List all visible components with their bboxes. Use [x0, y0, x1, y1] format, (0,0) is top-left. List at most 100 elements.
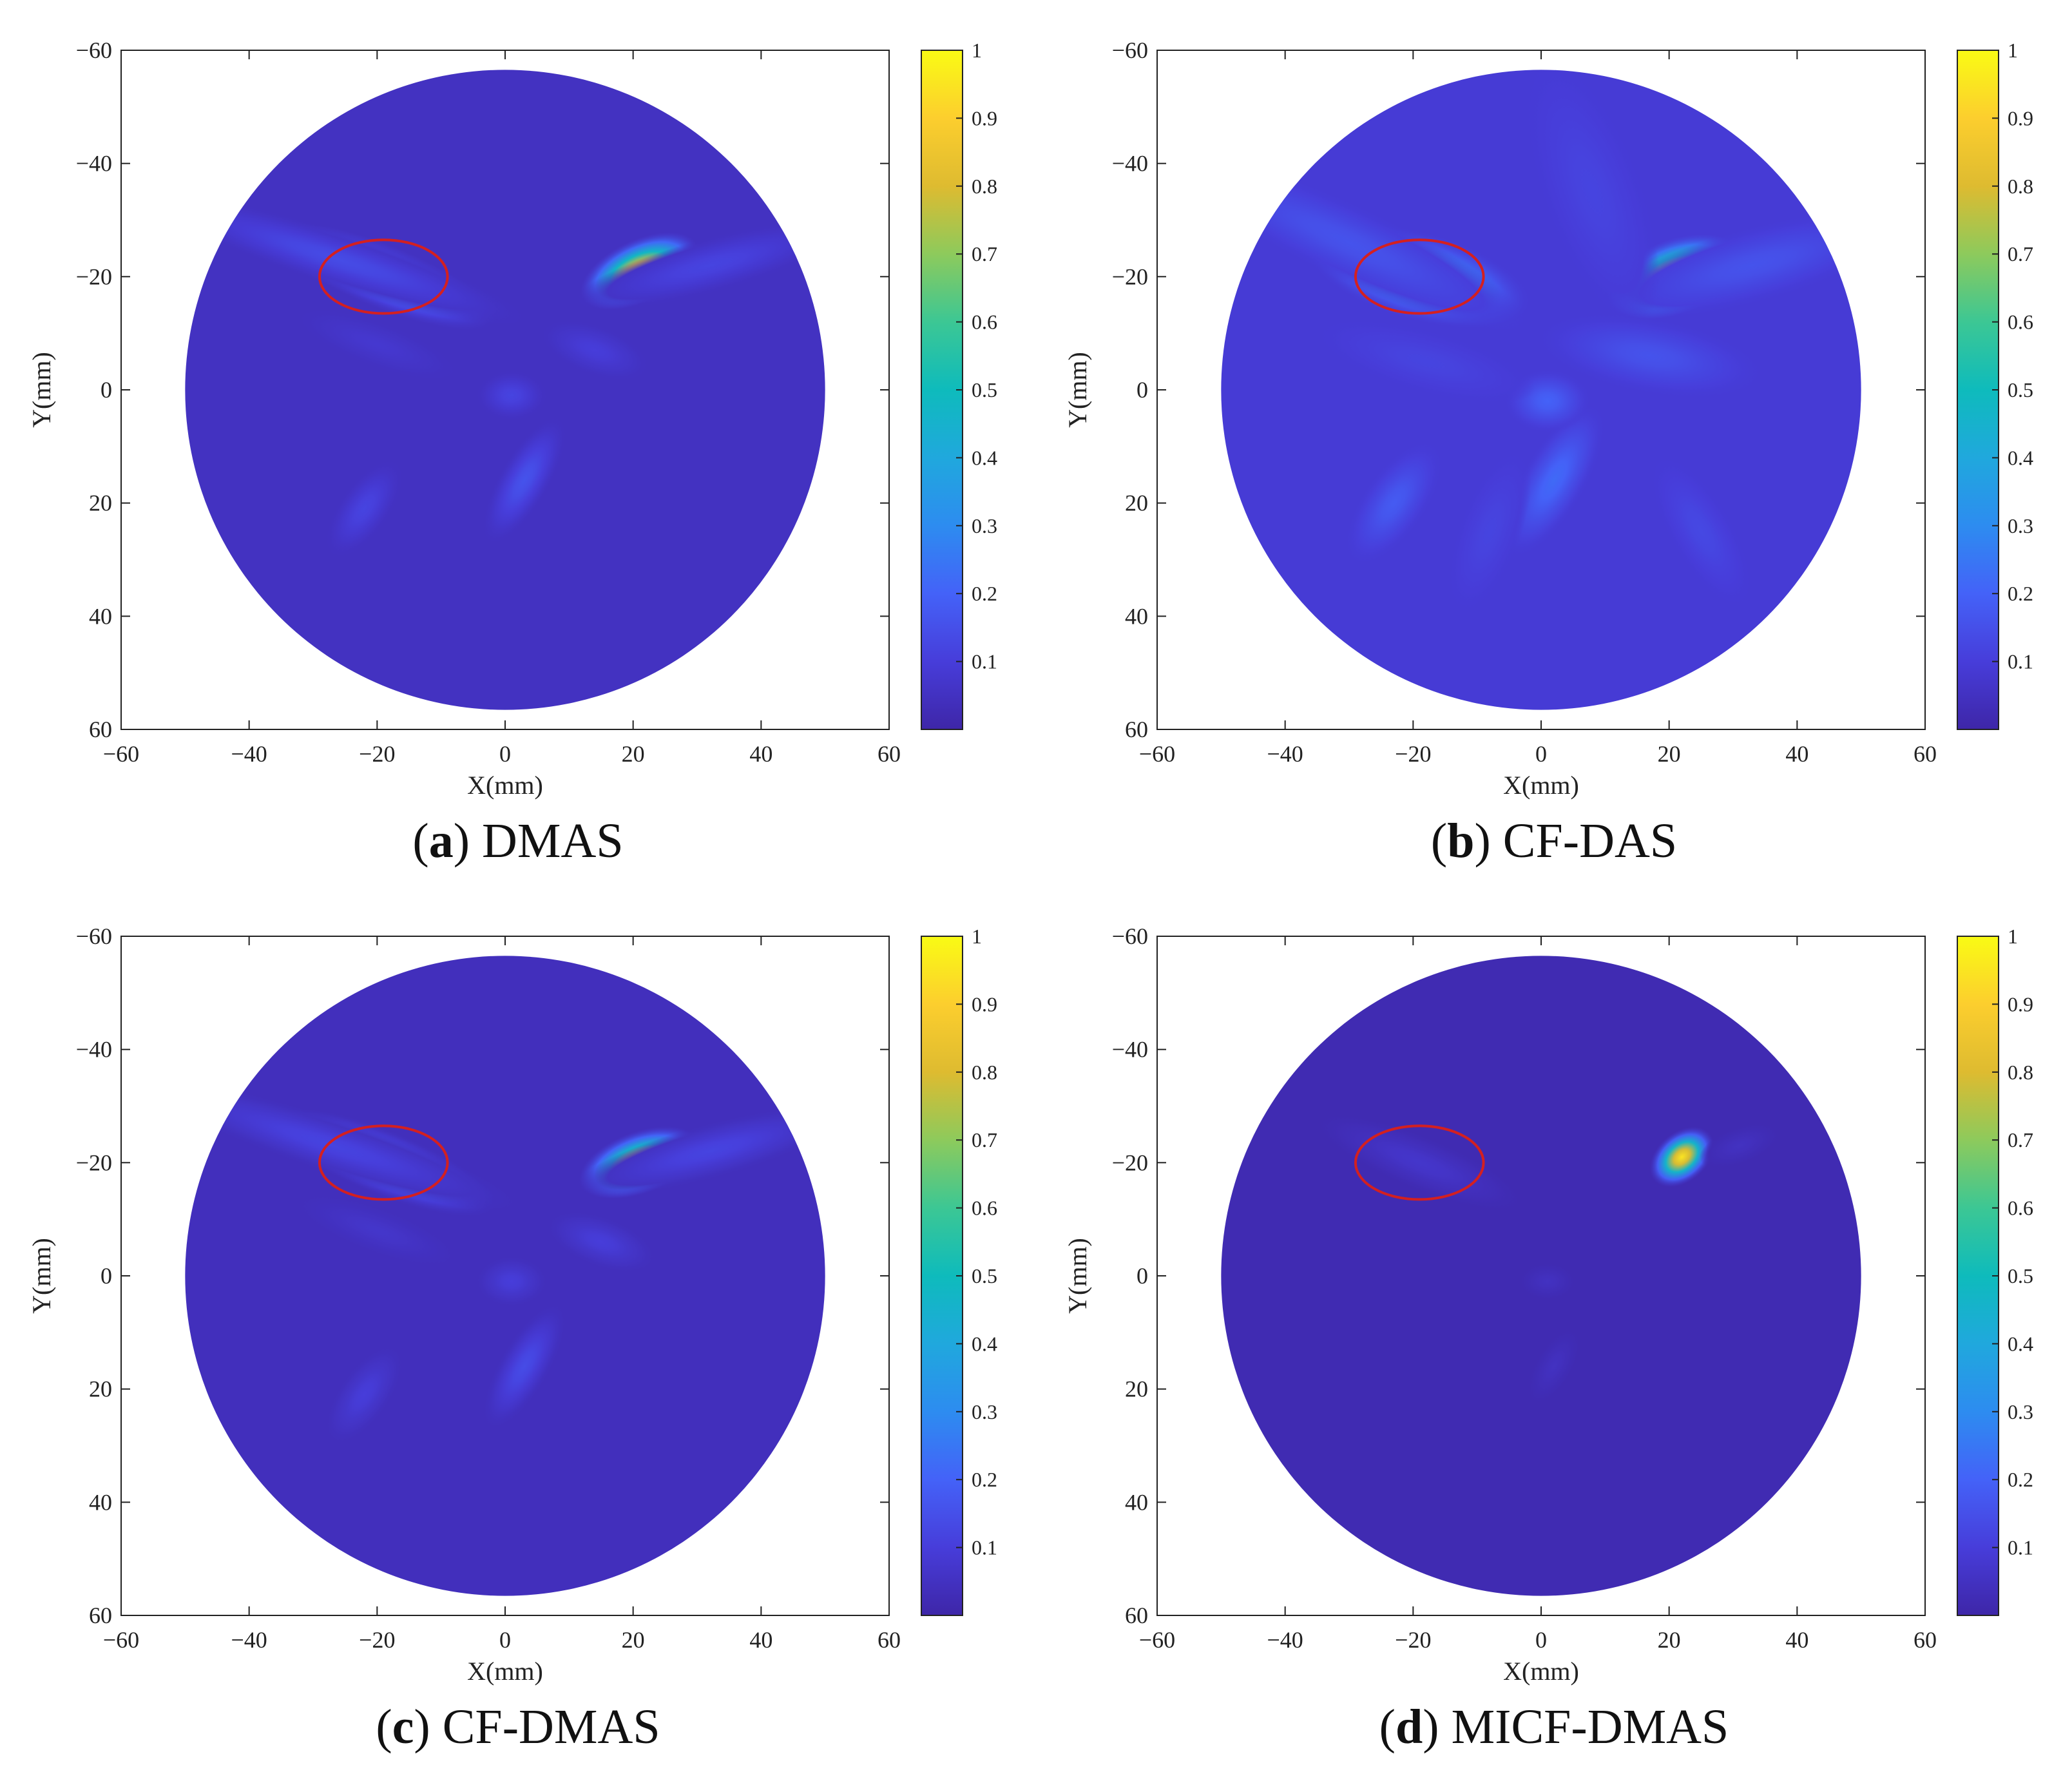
intensity-blob [476, 1257, 547, 1307]
x-tick-label: −40 [1267, 1627, 1303, 1653]
intensity-blob [185, 1079, 521, 1212]
x-tick-label: 0 [499, 741, 511, 767]
colorbar-tick-label: 1 [2008, 39, 2018, 62]
intensity-blob [1525, 70, 1660, 325]
intensity-blob [547, 1211, 655, 1273]
y-tick-label: −20 [1112, 1150, 1148, 1175]
intensity-blob [185, 193, 527, 326]
y-tick-label: 40 [89, 603, 112, 629]
y-tick-label: 20 [1125, 490, 1148, 516]
y-tick-label: 40 [89, 1489, 112, 1515]
colorbar-tick-label: 0.5 [972, 1264, 997, 1287]
y-tick-label: −40 [1112, 1037, 1148, 1063]
panel-letter: c [392, 1700, 414, 1754]
colorbar-tick-label: 0.2 [2008, 582, 2033, 605]
intensity-blob [573, 1106, 825, 1197]
panel-method: MICF-DMAS [1451, 1700, 1729, 1754]
x-axis-label: X(mm) [467, 1657, 543, 1686]
colorbar-tick-label: 0.4 [972, 1332, 997, 1355]
x-tick-label: −60 [1139, 741, 1175, 767]
intensity-blob [483, 418, 566, 543]
x-axis-label: X(mm) [467, 771, 543, 800]
highlight-ellipse [318, 1124, 449, 1201]
intensity-blob [1527, 1328, 1581, 1405]
colorbar-tick-label: 0.6 [2008, 1197, 2033, 1220]
y-tick-label: 60 [1125, 1603, 1148, 1628]
colorbar-tick-label: 0.3 [2008, 514, 2033, 537]
intensity-blob [1448, 451, 1531, 612]
colorbar-tick-label: 0.5 [972, 378, 997, 401]
y-tick-label: −20 [76, 264, 112, 289]
intensity-blob [1519, 1262, 1576, 1300]
y-tick-label: 20 [89, 1376, 112, 1402]
y-tick-label: 40 [1125, 603, 1148, 629]
intensity-blob [541, 320, 649, 381]
intensity-blob [326, 460, 403, 557]
colorbar-tick-label: 0.2 [972, 1468, 997, 1491]
colorbar-tick-label: 0.6 [2008, 311, 2033, 334]
heatmap-field [185, 956, 825, 1596]
y-tick-label: 0 [1137, 377, 1148, 403]
colorbar-tick-label: 0.4 [972, 446, 997, 469]
colorbar-tick-label: 0.1 [2008, 650, 2033, 673]
colorbar-tick-label: 0.1 [2008, 1536, 2033, 1559]
intensity-blob [1504, 405, 1604, 555]
heatmap-field [185, 70, 825, 710]
colorbar-tick-label: 0.8 [972, 1061, 997, 1084]
colorbar-tick-label: 0.7 [2008, 242, 2033, 265]
panel-letter: b [1447, 814, 1475, 868]
panel-caption: (c) CF-DMAS [376, 1700, 660, 1754]
x-tick-label: −20 [1395, 1627, 1431, 1653]
y-axis-label: Y(mm) [27, 352, 56, 428]
colorbar-tick-label: 0.1 [972, 650, 997, 673]
x-tick-label: −40 [231, 741, 267, 767]
x-tick-label: −20 [1395, 741, 1431, 767]
x-tick-label: −20 [359, 741, 395, 767]
highlight-ellipse [1354, 238, 1485, 315]
y-tick-label: −40 [1112, 151, 1148, 177]
colorbar-tick-label: 0.1 [972, 1536, 997, 1559]
y-tick-label: −20 [1112, 264, 1148, 289]
colorbar [921, 50, 963, 730]
y-tick-label: −20 [76, 1150, 112, 1175]
panel-letter: d [1395, 1700, 1423, 1754]
y-tick-label: 40 [1125, 1489, 1148, 1515]
x-tick-label: 20 [622, 741, 645, 767]
y-tick-label: 60 [89, 1603, 112, 1628]
x-tick-label: 60 [878, 1627, 901, 1653]
colorbar-tick-label: 0.8 [2008, 1061, 2033, 1084]
x-tick-label: −40 [1267, 741, 1303, 767]
x-tick-label: 40 [1785, 741, 1808, 767]
colorbar-tick-label: 0.3 [2008, 1400, 2033, 1423]
colorbar-tick-label: 0.5 [2008, 1264, 2033, 1287]
y-tick-label: −40 [76, 151, 112, 177]
x-tick-label: 40 [749, 1627, 772, 1653]
intensity-blob [476, 371, 547, 421]
panel-b: −60 −40 −20 0 20 40 60 −60 −40 −20 0 20 40 60 X(mm) Y(m… [1036, 0, 2072, 886]
x-axis-label: X(mm) [1503, 1657, 1579, 1686]
x-tick-label: 60 [1914, 1627, 1937, 1653]
colorbar-tick-label: 0.7 [972, 242, 997, 265]
x-axis-label: X(mm) [1503, 771, 1579, 800]
intensity-blob [297, 309, 457, 381]
x-tick-label: 60 [878, 741, 901, 767]
colorbar-tick-label: 0.8 [2008, 175, 2033, 198]
intensity-blob [1649, 1126, 1714, 1188]
x-tick-label: 40 [1785, 1627, 1808, 1653]
intensity-blob [1539, 314, 1761, 398]
panel-d: −60 −40 −20 0 20 40 60 −60 −40 −20 0 20 40 60 X(mm) Y(m… [1036, 886, 2072, 1772]
colorbar-tick-label: 0.2 [972, 582, 997, 605]
colorbar-tick-label: 1 [972, 925, 982, 948]
y-tick-label: −60 [76, 37, 112, 63]
highlight-ellipse [318, 238, 449, 315]
colorbar-tick-label: 0.6 [972, 1197, 997, 1220]
intensity-blob [573, 220, 825, 311]
colorbar-tick-label: 0.9 [2008, 106, 2033, 130]
y-tick-label: 20 [89, 490, 112, 516]
panel-caption: (d) MICF-DMAS [1379, 1700, 1729, 1754]
x-tick-label: −60 [103, 741, 139, 767]
y-tick-label: 60 [1125, 717, 1148, 742]
colorbar-tick-label: 0.9 [972, 992, 997, 1016]
y-tick-label: 20 [1125, 1376, 1148, 1402]
x-tick-label: −20 [359, 1627, 395, 1653]
